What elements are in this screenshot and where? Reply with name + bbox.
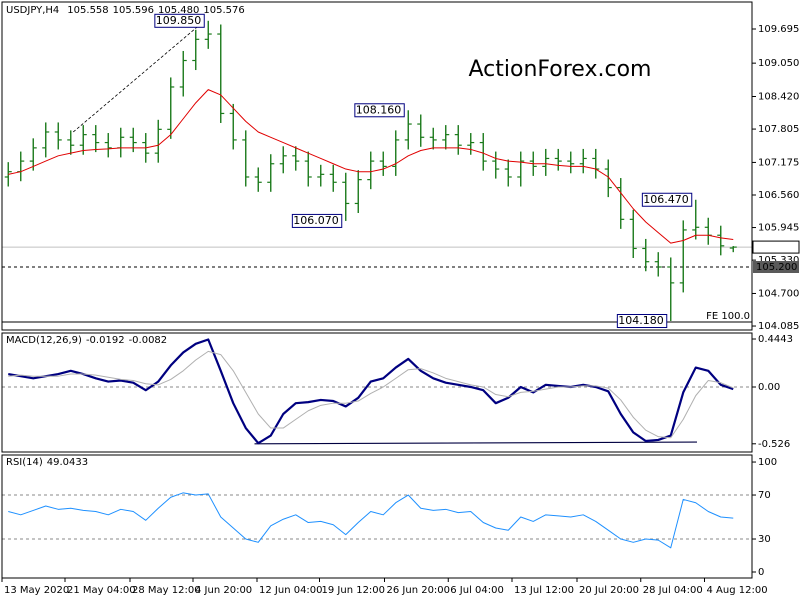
x-tick-label: 13 May 2020 [4,585,69,596]
annotation-box [291,213,343,228]
x-tick-label: 13 Jul 12:00 [514,585,574,596]
indicator-name: MACD(12,26,9) [6,335,82,346]
indicator-line [8,350,734,439]
panel-title: MACD(12,26,9) -0.0192 -0.0082 [6,335,167,346]
annotation-label: 108.160 [356,103,402,116]
panel-frame [1,454,753,579]
x-tick-label: 4 Jun 20:00 [195,585,252,596]
x-tick-label: 19 Jun 12:00 [322,585,386,596]
level-label: FE 100.0 [706,311,750,322]
last-bar-value: 105.596 [113,5,154,16]
x-tick-label: 28 May 12:00 [132,585,201,596]
annotation-label: 104.180 [618,314,664,327]
indicator-value: 49.0433 [47,457,88,468]
symbol: USDJPY,H4 [6,5,59,16]
moving-average [8,89,734,244]
y-tick-label: 70 [758,490,771,501]
level-label-box [753,260,799,273]
chart-header: USDJPY,H4 105.558 105.596 105.480 105.576 [6,5,245,16]
y-tick-label: 109.050 [758,58,799,69]
annotation-box [154,13,205,28]
y-tick-label: 0 [758,567,764,578]
y-tick-label: 30 [758,534,771,545]
panel-frame [1,1,753,331]
y-tick-label: 0.4443 [758,334,793,345]
annotation-label: 109.850 [156,14,202,27]
y-tick-label: 104.700 [758,288,799,299]
y-tick-label: 105.330 [758,255,799,266]
x-tick-label: 28 Jul 04:00 [643,585,703,596]
panel-frame [1,332,753,453]
y-tick-label: 109.695 [758,24,799,35]
indicator-name: RSI(14) [6,457,43,468]
last-bar-value: 105.558 [67,5,108,16]
trendline [254,441,698,445]
annotation-box [354,103,405,118]
panel-title: RSI(14) 49.0433 [6,457,88,468]
x-tick-label: 4 Aug 12:00 [707,585,768,596]
indicator-value: -0.0082 [129,335,168,346]
x-tick-label: 20 Jul 20:00 [579,585,639,596]
x-tick-label: 6 Jul 04:00 [450,585,504,596]
y-tick-label: -0.526 [758,439,790,450]
indicator-line [8,338,734,445]
y-tick-label: 107.805 [758,124,799,135]
y-tick-label: 108.420 [758,92,799,103]
x-tick-label: 12 Jun 04:00 [259,585,323,596]
y-tick-label: 105.945 [758,223,799,234]
level-label: 105.200 [756,262,797,273]
y-tick-label: 100 [758,457,777,468]
y-tick-label: 107.175 [758,157,799,168]
last-bar-value: 105.480 [158,5,199,16]
indicator-line [8,492,734,549]
annotation-box [641,192,693,207]
x-tick-label: 21 May 04:00 [67,585,136,596]
indicator-value: -0.0192 [86,335,125,346]
y-tick-label: 104.085 [758,321,799,332]
trendline [72,21,204,133]
current-price-box [752,240,800,254]
annotation-label: 106.070 [293,214,339,227]
annotation-label: 106.470 [643,193,689,206]
annotation-box [616,313,668,328]
watermark: ActionForex.com [469,57,652,82]
last-bar-value: 105.576 [203,5,244,16]
x-tick-label: 26 Jun 20:00 [387,585,451,596]
y-tick-label: 0.00 [758,382,780,393]
y-tick-label: 106.560 [758,190,799,201]
